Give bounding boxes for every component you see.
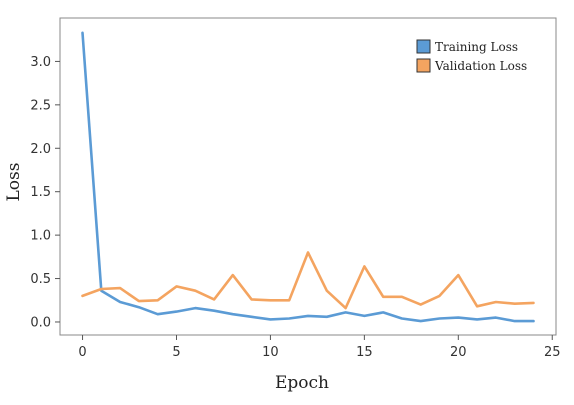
x-tick-label: 25: [544, 345, 561, 360]
x-axis-title: Epoch: [275, 373, 329, 393]
x-axis-ticks: 0 5 10 15 20 25: [78, 335, 561, 360]
x-tick-label: 10: [262, 345, 279, 360]
y-tick-label: 1.0: [30, 229, 51, 244]
y-tick-label: 2.0: [30, 142, 51, 157]
legend-swatch-validation: [416, 58, 431, 73]
y-tick-label: 3.0: [30, 55, 51, 70]
y-tick-label: 0.5: [30, 272, 51, 287]
y-tick-label: 2.5: [30, 98, 51, 113]
y-tick-label: 0.0: [30, 315, 51, 330]
legend: Training Loss Validation Loss: [416, 39, 527, 73]
y-axis-title: Loss: [4, 163, 24, 202]
legend-label-validation: Validation Loss: [434, 59, 527, 73]
legend-label-training: Training Loss: [435, 40, 518, 54]
y-axis-ticks: 0.0 0.5 1.0 1.5 2.0 2.5 3.0: [30, 55, 60, 330]
x-tick-label: 15: [356, 345, 373, 360]
series-lines: [81, 31, 535, 323]
plot-frame: [59, 17, 557, 336]
y-tick-label: 1.5: [30, 185, 51, 200]
legend-swatch-training: [416, 39, 431, 54]
x-tick-label: 5: [172, 345, 180, 360]
x-tick-label: 0: [78, 345, 86, 360]
validation-loss-line: [81, 251, 535, 310]
training-loss-line: [81, 31, 535, 323]
x-tick-label: 20: [450, 345, 467, 360]
